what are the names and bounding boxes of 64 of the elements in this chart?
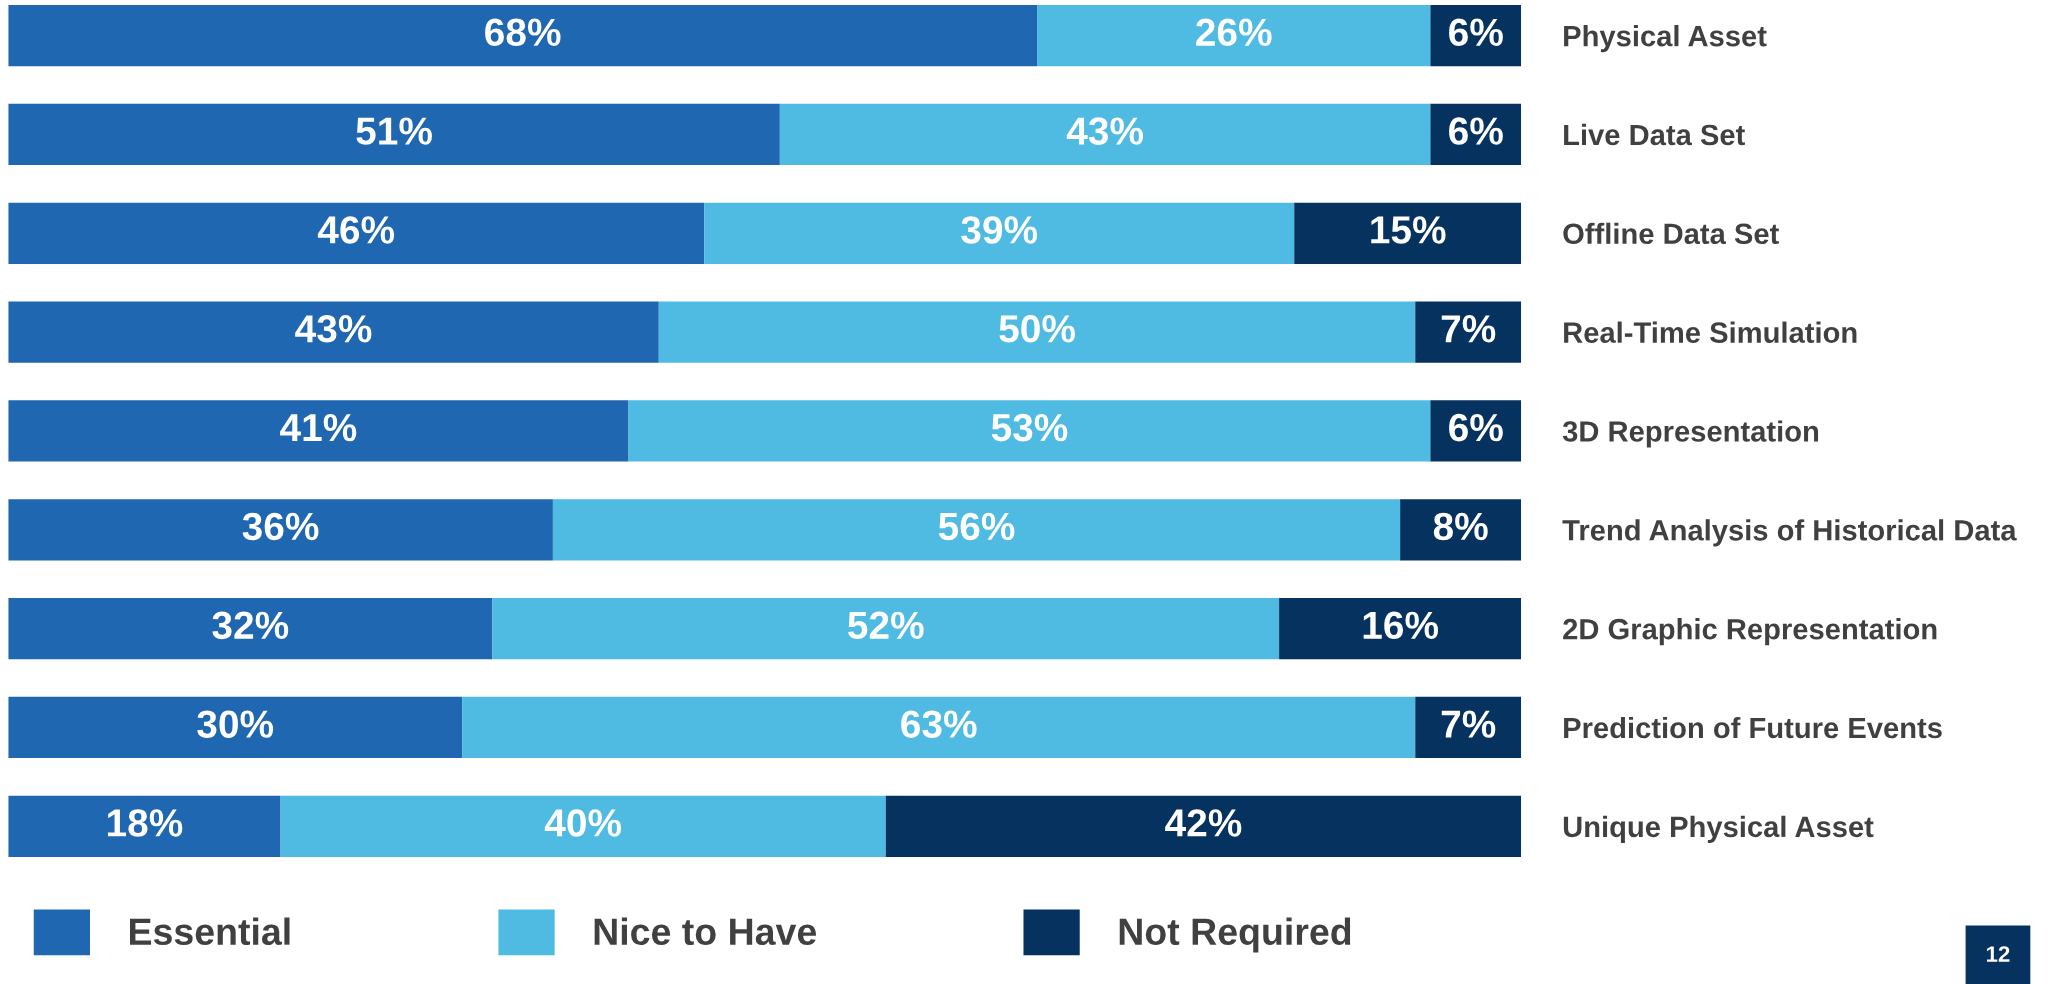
data-label: 6%: [1449, 18, 1503, 47]
data-label: 46%: [317, 216, 395, 244]
bar: [1294, 202, 1522, 264]
data-label: 53%: [991, 413, 1068, 442]
bar: [8, 499, 553, 561]
data-label: 42%: [1165, 809, 1242, 837]
y-tick-label: Physical Asset: [1564, 25, 1767, 53]
bar: [8, 301, 659, 363]
legend-label: Nice to Have: [594, 917, 816, 946]
data-label: 26%: [1196, 18, 1272, 47]
data-label: 8%: [1433, 512, 1488, 541]
y-tick-label: Trend Analysis of Historical Data: [1562, 519, 2017, 547]
text: 12: [1986, 946, 2010, 962]
data-label: 16%: [1363, 611, 1439, 640]
bar: [1037, 4, 1431, 67]
y-tick-label: 3D Representation: [1562, 420, 1819, 448]
data-label: 7%: [1441, 710, 1496, 738]
data-label: 30%: [197, 710, 274, 738]
data-label: 15%: [1371, 216, 1446, 244]
bar: [658, 301, 1416, 363]
bar: [552, 499, 1401, 561]
data-label: 39%: [961, 216, 1038, 244]
bar: [492, 597, 1280, 660]
bar: [1415, 696, 1522, 759]
bar: [1279, 597, 1522, 660]
data-label: 6%: [1449, 413, 1503, 442]
y-tick-label: Prediction of Future Events: [1564, 716, 1942, 739]
data-label: 36%: [242, 512, 319, 541]
y-tick-label: Offline Data Set: [1563, 222, 1779, 245]
bar: [628, 400, 1431, 462]
data-label: 40%: [544, 809, 622, 837]
bar: [8, 696, 463, 759]
data-label: 7%: [1441, 315, 1496, 343]
legend-label: Essential: [130, 917, 290, 946]
bar: [704, 202, 1295, 264]
y-tick-label: Real-Time Simulation: [1564, 321, 1857, 343]
bar: [280, 795, 886, 857]
bar: [1400, 499, 1522, 561]
bar: [8, 103, 780, 166]
data-label: 6%: [1449, 117, 1503, 145]
y-tick-label: Live Data Set: [1564, 123, 1745, 146]
data-label: 56%: [938, 512, 1015, 541]
bar: [462, 696, 1416, 759]
data-label: 18%: [107, 809, 183, 837]
bar: [8, 202, 705, 264]
data-label: 68%: [485, 18, 561, 47]
data-label: 52%: [848, 611, 924, 640]
y-tick-label: Unique Physical Asset: [1563, 815, 1874, 843]
y-tick-label: 2D Graphic Representation: [1563, 618, 1937, 646]
data-label: 41%: [280, 413, 357, 442]
data-label: 50%: [999, 315, 1075, 343]
data-label: 51%: [356, 117, 432, 145]
data-label: 63%: [901, 710, 977, 738]
bar: [8, 795, 281, 857]
bar: [885, 795, 1522, 857]
bar: [1415, 301, 1522, 363]
data-label: 32%: [212, 611, 289, 640]
bar: [8, 4, 1038, 67]
data-label: 43%: [295, 315, 372, 343]
data-label: 43%: [1066, 117, 1144, 145]
bar: [8, 597, 493, 660]
bar: [779, 103, 1431, 166]
bar: [8, 400, 629, 462]
legend-label: Not Required: [1119, 917, 1351, 953]
